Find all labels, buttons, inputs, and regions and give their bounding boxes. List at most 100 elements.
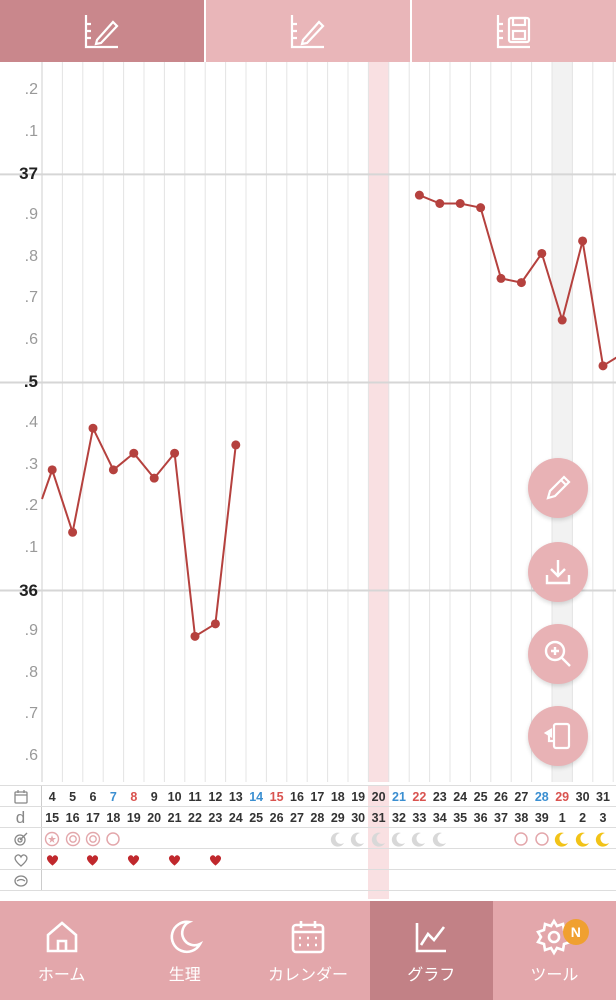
cycle-day-cell: 34 xyxy=(432,810,447,825)
temperature-point xyxy=(170,448,180,458)
nav-tools[interactable]: ツール N xyxy=(493,901,616,1000)
cycle-day-cell: 3 xyxy=(599,810,607,825)
rotate-fab-button[interactable] xyxy=(528,706,588,766)
moon-yellow-mark xyxy=(572,828,592,849)
chart-edit-tab[interactable] xyxy=(0,0,206,62)
date-cell: 12 xyxy=(208,789,223,804)
download-fab-button[interactable] xyxy=(528,542,588,602)
intercourse-row xyxy=(0,848,616,870)
y-tick-label: .9 xyxy=(24,622,38,640)
double-circle-mark xyxy=(83,828,103,849)
temperature-point xyxy=(108,465,118,475)
date-cell: 23 xyxy=(432,789,447,804)
heart-mark xyxy=(164,849,184,870)
y-tick-label: .1 xyxy=(24,122,38,140)
pencil-icon xyxy=(546,475,571,500)
home-icon xyxy=(46,920,77,952)
temperature-point xyxy=(210,619,220,629)
cycle-day-cell: 18 xyxy=(106,810,121,825)
cycle-day-cell: 17 xyxy=(86,810,100,825)
moon-gray-mark xyxy=(328,828,348,849)
graph-icon xyxy=(415,922,447,952)
cycle-data-table: 4 5 6 7 8 9 10 11 12 13 14 15 16 17 18 19 20 21 22 23 24 25 26… xyxy=(0,785,616,899)
egg-icon xyxy=(0,870,42,891)
temperature-point xyxy=(88,423,98,433)
top-tab-bar xyxy=(0,0,616,62)
temperature-point xyxy=(476,203,486,213)
nav-calendar-label: カレンダー xyxy=(268,966,349,984)
y-tick-label: .6 xyxy=(24,747,38,765)
nav-calendar[interactable]: カレンダー xyxy=(246,901,369,1000)
zoom-fab-button[interactable] xyxy=(528,624,588,684)
table-bottom xyxy=(0,890,616,899)
cycle-day-label: d xyxy=(0,807,42,828)
rotate-screen-icon xyxy=(543,722,571,750)
temperature-point xyxy=(68,527,78,537)
new-badge: N xyxy=(562,919,589,945)
y-tick-label: .4 xyxy=(24,414,38,432)
date-cell: 30 xyxy=(575,789,590,804)
y-tick-label: 36 xyxy=(19,580,38,600)
heart-mark xyxy=(205,849,225,870)
today-highlight xyxy=(368,62,389,782)
heart-mark xyxy=(42,849,62,870)
cycle-day-cell: 32 xyxy=(392,810,406,825)
temperature-point xyxy=(578,236,588,246)
circle-mark xyxy=(532,828,552,849)
cycle-day-cell: 29 xyxy=(330,810,345,825)
date-cell: 31 xyxy=(596,789,610,804)
y-tick-label: .3 xyxy=(24,455,38,473)
zoom-in-icon xyxy=(544,640,571,667)
y-tick-label: .6 xyxy=(24,330,38,348)
moon-yellow-mark xyxy=(593,828,613,849)
temperature-point xyxy=(455,199,465,209)
cycle-day-cell: 31 xyxy=(371,810,386,825)
chart-pencil-icon xyxy=(84,15,119,49)
y-tick-label: 37 xyxy=(19,164,38,184)
date-cell: 19 xyxy=(351,789,366,804)
target-icon xyxy=(0,828,42,849)
chart-edit-tab-2[interactable] xyxy=(206,0,412,62)
cycle-day-cell: 27 xyxy=(290,810,304,825)
date-cell: 20 xyxy=(371,789,386,804)
date-cell: 14 xyxy=(249,789,264,804)
today-highlight-cell xyxy=(368,849,389,869)
date-cell: 16 xyxy=(290,789,304,804)
cycle-day-cell: 28 xyxy=(310,810,325,825)
cycle-day-cell: 20 xyxy=(147,810,162,825)
chart-save-icon xyxy=(496,15,531,49)
temperature-point xyxy=(129,448,139,458)
moon-gray-mark xyxy=(430,828,450,849)
date-cell: 18 xyxy=(330,789,345,804)
temperature-point xyxy=(557,315,567,325)
cycle-day-cell: 25 xyxy=(249,810,264,825)
date-cell: 10 xyxy=(167,789,182,804)
today-highlight-cell xyxy=(368,870,389,890)
date-cell: 13 xyxy=(228,789,243,804)
date-cell: 5 xyxy=(69,789,77,804)
cycle-day-cell: 2 xyxy=(579,810,587,825)
today-highlight-cell xyxy=(368,786,389,806)
nav-period[interactable]: 生理 xyxy=(123,901,246,1000)
y-tick-label: .7 xyxy=(24,289,38,307)
today-highlight-cell xyxy=(368,807,389,827)
heart-mark xyxy=(124,849,144,870)
edit-fab-button[interactable] xyxy=(528,458,588,518)
cycle-start-column xyxy=(552,62,573,782)
date-cell: 15 xyxy=(269,789,284,804)
nav-home-label: ホーム xyxy=(37,966,86,984)
heart-outline-icon xyxy=(0,849,42,870)
nav-graph[interactable]: グラフ xyxy=(369,901,493,1000)
chart-pencil-icon xyxy=(290,15,325,49)
calendar-icon xyxy=(291,920,325,953)
cycle-day-cell: 36 xyxy=(473,810,488,825)
chart-save-tab[interactable] xyxy=(412,0,616,62)
temperature-point xyxy=(598,361,608,371)
temperature-chart[interactable]: .2 .1 37 .9 .8 .7 .6 .5 .4 .3 .2 .1 36 .9 .8 .7 .6 xyxy=(0,62,616,782)
y-tick-label: .8 xyxy=(24,663,38,681)
date-cell: 25 xyxy=(473,789,488,804)
temperature-point xyxy=(435,199,445,209)
cycle-day-cell: 21 xyxy=(167,810,182,825)
marks-row xyxy=(0,827,616,849)
nav-home[interactable]: ホーム xyxy=(0,901,123,1000)
